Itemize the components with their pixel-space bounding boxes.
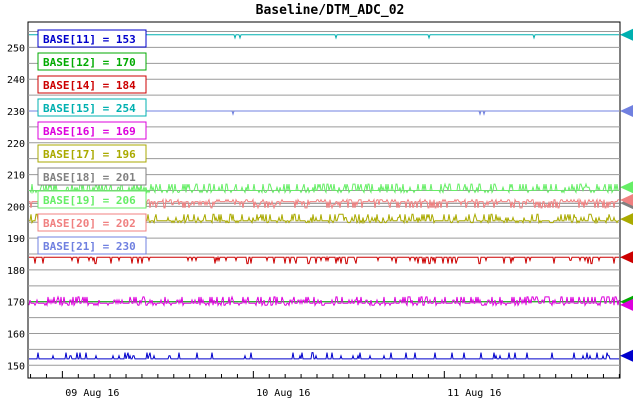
y-tick-label: 200 [7,202,25,213]
y-tick-label: 250 [7,43,25,54]
legend-label: BASE[12] = 170 [43,56,136,69]
y-tick-label: 150 [7,361,25,372]
legend-label: BASE[21] = 230 [43,240,136,253]
legend-box [37,98,147,117]
legend-label: BASE[11] = 153 [43,33,136,46]
value-marker [620,28,633,41]
legend-layer: BASE[11] = 153 BASE[12] = 170 BASE[14] = 1… [37,29,147,255]
value-marker [620,298,633,311]
value-marker [620,181,633,194]
y-tick-label: 220 [7,139,25,150]
legend-box [37,236,147,255]
y-tick-label: 240 [7,75,25,86]
legend-label: BASE[19] = 206 [43,194,136,207]
y-tick-label: 190 [7,234,25,245]
y-tick-label: 180 [7,266,25,277]
value-marker [620,194,633,206]
legend-box [37,167,147,186]
value-marker [620,251,633,264]
legend-box [37,144,147,163]
legend-box [37,29,147,48]
legend-label: BASE[15] = 254 [43,102,136,115]
axis-layer: 150 160 170 180 190 200 210 220 230 240 250 09 Aug … [7,43,620,399]
y-tick-label: 210 [7,171,25,182]
x-tick-label: 10 Aug 16 [256,388,310,399]
x-tick-label: 09 Aug 16 [65,388,119,399]
legend-label: BASE[16] = 169 [43,125,136,138]
legend-label: BASE[14] = 184 [43,79,136,92]
legend-box [37,213,147,232]
y-tick-label: 160 [7,330,25,341]
legend-label: BASE[20] = 202 [43,217,136,230]
chart-title: Baseline/DTM_ADC_02 [256,3,405,18]
series-line [28,295,620,307]
series-line [29,352,619,360]
value-marker [620,105,633,117]
y-tick-label: 230 [7,107,25,118]
legend-label: BASE[18] = 201 [43,171,136,184]
legend-label: BASE[17] = 196 [43,148,136,161]
value-marker [620,349,633,362]
legend-box [37,190,147,209]
marker-layer [620,28,633,362]
legend-box [37,75,147,94]
legend-box [37,52,147,71]
y-tick-label: 170 [7,298,25,309]
legend-box [37,121,147,140]
x-tick-label: 11 Aug 16 [447,388,501,399]
series-line [29,255,619,265]
value-marker [620,213,633,226]
